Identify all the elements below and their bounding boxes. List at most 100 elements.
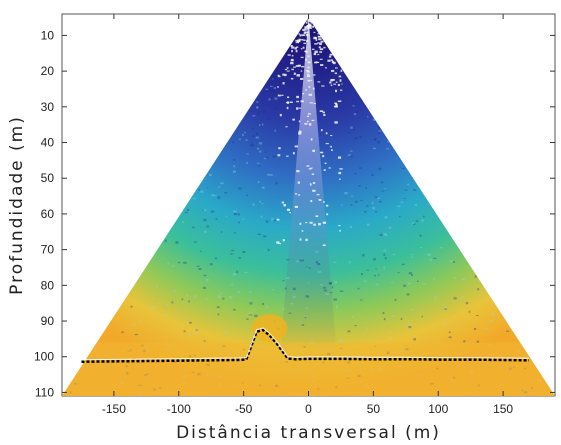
speckle-dot [286, 208, 291, 211]
speckle-dot [307, 24, 310, 27]
speckle-dot [349, 225, 353, 229]
speckle-dot [289, 101, 293, 103]
speckle-dot [132, 323, 135, 326]
speckle-dot [264, 157, 267, 160]
speckle-dot [258, 165, 261, 167]
speckle-dot [304, 123, 308, 125]
speckle-dot [274, 129, 277, 132]
speckle-dot [339, 230, 341, 232]
speckle-dot [410, 308, 414, 312]
speckle-dot [394, 298, 397, 301]
speckle-dot [339, 79, 342, 82]
speckle-dot [377, 197, 380, 200]
speckle-dot [298, 132, 302, 135]
speckle-dot [282, 279, 285, 282]
x-tick-label: -150 [102, 402, 126, 416]
speckle-dot [294, 145, 298, 148]
speckle-dot [288, 312, 292, 314]
y-tick-label: 60 [41, 207, 55, 221]
speckle-dot [310, 199, 313, 203]
speckle-dot [317, 262, 321, 266]
speckle-dot [319, 48, 324, 51]
x-tick-label: 150 [493, 402, 513, 416]
speckle-dot [265, 220, 269, 223]
speckle-dot [306, 75, 311, 77]
speckle-dot [375, 268, 377, 270]
speckle-dot [189, 321, 192, 324]
speckle-dot [316, 194, 320, 196]
speckle-dot [307, 66, 310, 69]
speckle-dot [277, 154, 281, 157]
speckle-dot [332, 61, 336, 65]
speckle-dot [193, 197, 196, 200]
speckle-dot [374, 210, 378, 213]
speckle-dot [360, 199, 363, 201]
speckle-dot [322, 155, 325, 158]
speckle-dot [307, 282, 310, 284]
speckle-dot [286, 70, 290, 72]
speckle-dot [324, 162, 327, 165]
speckle-dot [408, 323, 412, 326]
speckle-dot [419, 234, 422, 237]
speckle-dot [248, 314, 253, 316]
speckle-dot [269, 76, 273, 79]
speckle-dot [330, 291, 333, 294]
speckle-dot [306, 115, 309, 117]
speckle-dot [335, 305, 338, 308]
speckle-dot [158, 302, 161, 305]
speckle-dot [216, 306, 220, 309]
speckle-dot [199, 250, 202, 252]
speckle-dot [261, 203, 264, 205]
speckle-dot [248, 312, 252, 314]
speckle-dot [312, 25, 314, 28]
speckle-dot [434, 296, 437, 299]
speckle-dot [286, 277, 290, 279]
speckle-dot [261, 186, 265, 189]
speckle-dot [365, 187, 367, 189]
speckle-dot [341, 204, 343, 206]
speckle-dot [331, 286, 334, 289]
x-tick-label: 50 [367, 402, 381, 416]
speckle-dot [350, 126, 353, 129]
speckle-dot [313, 31, 316, 33]
speckle-dot [342, 74, 346, 76]
speckle-dot [210, 210, 215, 213]
speckle-dot [222, 297, 225, 300]
speckle-dot [412, 189, 417, 191]
speckle-dot [407, 282, 411, 285]
speckle-dot [251, 128, 255, 130]
speckle-dot [339, 89, 343, 91]
speckle-dot [307, 79, 310, 82]
speckle-dot [360, 272, 363, 276]
speckle-dot [200, 190, 204, 193]
speckle-dot [140, 335, 143, 337]
speckle-dot [266, 118, 270, 120]
speckle-dot [252, 144, 254, 147]
speckle-dot [233, 308, 236, 311]
speckle-dot [359, 136, 362, 138]
speckle-dot [258, 124, 261, 127]
speckle-dot [177, 312, 180, 315]
water-column-core [279, 17, 338, 357]
y-tick-label: 50 [41, 171, 55, 185]
speckle-dot [232, 273, 237, 276]
speckle-dot [329, 81, 332, 84]
speckle-dot [246, 161, 248, 165]
speckle-dot [354, 325, 357, 327]
speckle-dot [203, 218, 207, 222]
speckle-dot [289, 212, 292, 214]
speckle-dot [130, 305, 133, 308]
speckle-dot [260, 215, 263, 219]
speckle-dot [330, 79, 333, 81]
speckle-dot [421, 315, 424, 318]
speckle-dot [305, 58, 307, 61]
speckle-dot [388, 226, 392, 229]
speckle-dot [318, 222, 321, 226]
speckle-dot [214, 195, 217, 197]
speckle-dot [328, 55, 332, 58]
speckle-dot [304, 316, 307, 319]
speckle-dot [307, 27, 309, 30]
speckle-dot [195, 329, 198, 331]
speckle-dot [305, 221, 308, 224]
speckle-dot [433, 277, 436, 280]
